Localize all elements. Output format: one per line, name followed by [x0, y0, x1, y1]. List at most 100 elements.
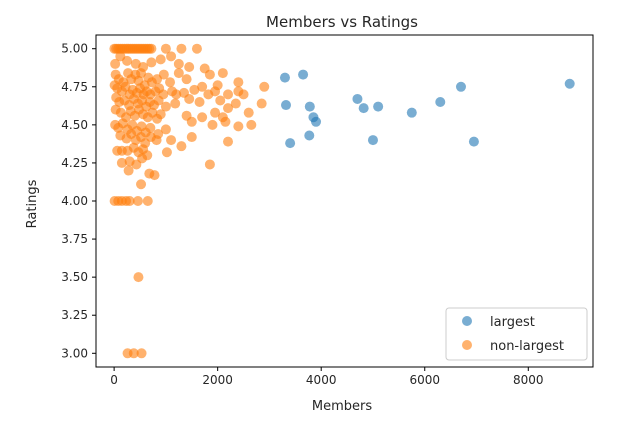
data-point-non-largest [230, 98, 241, 109]
data-point-non-largest [155, 54, 166, 65]
data-point-non-largest [136, 179, 147, 190]
data-point-non-largest [171, 89, 182, 100]
legend-marker-largest [462, 316, 472, 326]
legend-label-largest: largest [490, 315, 535, 330]
y-tick-label: 4.50 [61, 118, 88, 132]
data-point-largest [280, 100, 291, 111]
data-point-non-largest [233, 77, 244, 88]
data-point-largest [285, 138, 296, 149]
y-tick-label: 4.25 [61, 156, 88, 170]
data-point-non-largest [132, 196, 143, 206]
data-point-non-largest [160, 43, 171, 54]
x-tick-label: 8000 [513, 373, 544, 387]
data-point-non-largest [256, 98, 267, 109]
data-point-non-largest [176, 141, 187, 152]
data-point-largest [564, 78, 575, 89]
data-point-non-largest [165, 77, 176, 88]
data-point-non-largest [186, 132, 197, 143]
data-point-non-largest [146, 57, 157, 68]
data-point-non-largest [160, 124, 171, 135]
data-point-non-largest [136, 348, 147, 359]
x-tick-label: 4000 [306, 373, 337, 387]
data-point-non-largest [123, 165, 134, 176]
data-point-non-largest [160, 101, 171, 112]
data-point-non-largest [137, 153, 148, 164]
data-point-non-largest [122, 55, 133, 66]
data-point-largest [468, 136, 479, 147]
legend-label-non-largest: non-largest [490, 339, 564, 354]
data-point-non-largest [161, 147, 172, 158]
data-point-non-largest [170, 98, 181, 109]
data-point-non-largest [233, 121, 244, 132]
data-point-largest [311, 116, 322, 127]
x-axis-label: Members [312, 399, 372, 414]
y-tick-label: 5.00 [61, 42, 88, 56]
data-point-non-largest [204, 69, 215, 80]
data-point-non-largest [151, 135, 162, 146]
data-point-non-largest [204, 159, 215, 170]
data-point-non-largest [155, 109, 166, 120]
data-point-non-largest [223, 136, 234, 147]
y-tick-label: 3.50 [61, 270, 88, 284]
data-point-non-largest [194, 97, 205, 108]
data-point-non-largest [238, 89, 249, 100]
data-point-largest [435, 97, 446, 108]
data-point-non-largest [223, 103, 234, 114]
data-point-non-largest [158, 69, 169, 80]
data-point-non-largest [197, 112, 208, 123]
data-point-non-largest [259, 81, 270, 92]
data-point-non-largest [110, 58, 121, 69]
data-point-non-largest [197, 81, 208, 92]
data-point-non-largest [181, 74, 192, 85]
data-point-non-largest [243, 107, 254, 118]
data-point-non-largest [145, 122, 156, 133]
data-point-non-largest [149, 170, 160, 181]
data-point-largest [304, 101, 315, 112]
data-point-non-largest [189, 84, 200, 95]
data-point-non-largest [191, 43, 202, 54]
y-tick-label: 3.75 [61, 232, 88, 246]
x-tick-label: 0 [110, 373, 118, 387]
data-point-non-largest [176, 43, 187, 54]
data-point-non-largest [184, 93, 195, 104]
data-point-largest [455, 81, 466, 92]
data-point-non-largest [173, 68, 184, 79]
y-tick-label: 3.25 [61, 308, 88, 322]
data-point-largest [298, 69, 309, 80]
data-point-non-largest [128, 348, 139, 359]
data-point-non-largest [217, 112, 228, 123]
data-point-non-largest [142, 196, 153, 206]
data-point-non-largest [166, 51, 177, 62]
data-point-non-largest [217, 68, 228, 79]
data-point-non-largest [153, 95, 164, 106]
legend: largest non-largest [445, 307, 588, 361]
data-point-largest [373, 101, 384, 112]
plot-area [109, 43, 575, 359]
data-point-non-largest [186, 116, 197, 127]
data-point-non-largest [133, 272, 144, 283]
data-point-non-largest [184, 61, 195, 72]
data-point-non-largest [215, 95, 226, 106]
axes: 0 2000 4000 6000 8000 3.00 3.25 3.50 3.75 4.00 4.2… [61, 42, 543, 387]
legend-box [445, 307, 588, 361]
data-point-non-largest [223, 89, 234, 100]
data-point-largest [358, 103, 369, 114]
data-point-largest [304, 130, 315, 141]
data-point-non-largest [146, 43, 157, 54]
data-point-non-largest [166, 135, 177, 146]
y-axis-label: Ratings [25, 179, 40, 228]
x-tick-label: 2000 [202, 373, 233, 387]
data-point-non-largest [116, 157, 127, 168]
data-point-non-largest [124, 196, 135, 206]
data-point-largest [406, 107, 417, 118]
data-point-largest [367, 135, 378, 146]
y-tick-label: 4.00 [61, 194, 88, 208]
data-point-non-largest [136, 68, 147, 79]
data-point-non-largest [246, 119, 257, 130]
data-point-non-largest [173, 58, 184, 69]
data-point-non-largest [210, 86, 221, 97]
y-tick-label: 4.75 [61, 80, 88, 94]
data-point-largest [352, 93, 363, 104]
chart-title: Members vs Ratings [266, 13, 418, 31]
